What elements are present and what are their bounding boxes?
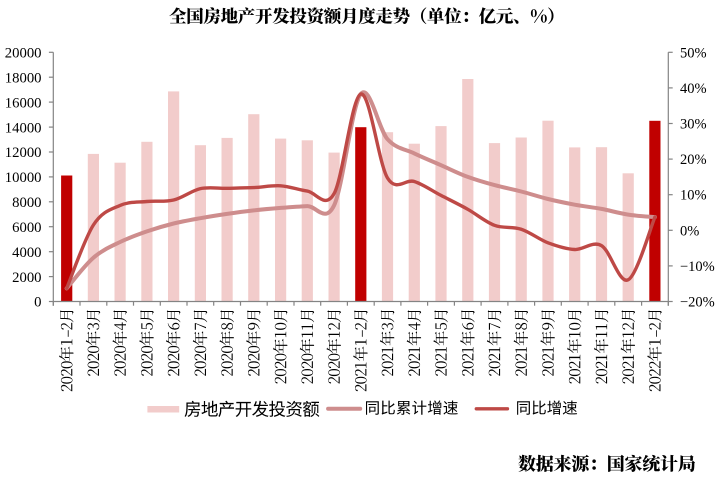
svg-text:18000: 18000 bbox=[5, 70, 42, 86]
svg-text:14000: 14000 bbox=[5, 120, 42, 136]
svg-text:10000: 10000 bbox=[5, 170, 42, 186]
svg-text:30%: 30% bbox=[680, 117, 707, 133]
svg-text:−20%: −20% bbox=[680, 295, 715, 311]
svg-text:20%: 20% bbox=[680, 152, 707, 168]
svg-text:20000: 20000 bbox=[5, 46, 42, 62]
svg-text:12000: 12000 bbox=[5, 145, 42, 161]
svg-text:2000: 2000 bbox=[12, 270, 41, 286]
svg-text:40%: 40% bbox=[680, 81, 707, 97]
svg-text:6000: 6000 bbox=[12, 220, 41, 236]
svg-text:−10%: −10% bbox=[680, 259, 715, 275]
svg-text:0%: 0% bbox=[680, 223, 699, 239]
svg-text:8000: 8000 bbox=[12, 195, 41, 211]
svg-text:4000: 4000 bbox=[12, 245, 41, 261]
svg-text:16000: 16000 bbox=[5, 95, 42, 111]
svg-text:10%: 10% bbox=[680, 188, 707, 204]
svg-text:0: 0 bbox=[34, 295, 41, 311]
svg-text:50%: 50% bbox=[680, 45, 707, 61]
